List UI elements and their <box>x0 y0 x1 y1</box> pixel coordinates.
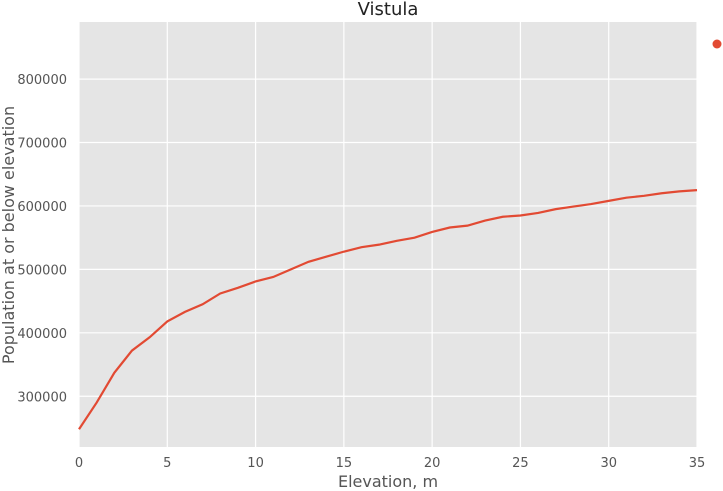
plot-area <box>79 22 697 447</box>
y-tick-label: 500000 <box>17 263 67 278</box>
grid <box>78 22 698 447</box>
x-tick-label: 30 <box>600 456 617 471</box>
x-tick-label: 10 <box>247 456 264 471</box>
y-tick-label: 300000 <box>17 390 67 405</box>
legend-marker <box>712 39 722 49</box>
series-line <box>78 189 698 430</box>
y-tick-label: 800000 <box>17 73 67 88</box>
x-tick-label: 0 <box>75 456 83 471</box>
y-tick-label: 400000 <box>17 327 67 342</box>
x-tick-label: 20 <box>424 456 441 471</box>
x-tick-label: 35 <box>689 456 706 471</box>
y-axis-label: Population at or below elevation <box>0 106 18 364</box>
chart-title: Vistula <box>358 0 419 20</box>
y-tick-labels: 300000 400000 500000 600000 700000 800000 <box>17 73 67 405</box>
x-tick-label: 5 <box>163 456 171 471</box>
y-tick-label: 700000 <box>17 137 67 152</box>
x-tick-label: 25 <box>512 456 529 471</box>
x-tick-labels: 0 5 10 15 20 25 30 35 <box>75 456 705 471</box>
y-tick-label: 600000 <box>17 200 67 215</box>
x-tick-label: 15 <box>336 456 353 471</box>
x-axis-label: Elevation, m <box>338 472 438 491</box>
